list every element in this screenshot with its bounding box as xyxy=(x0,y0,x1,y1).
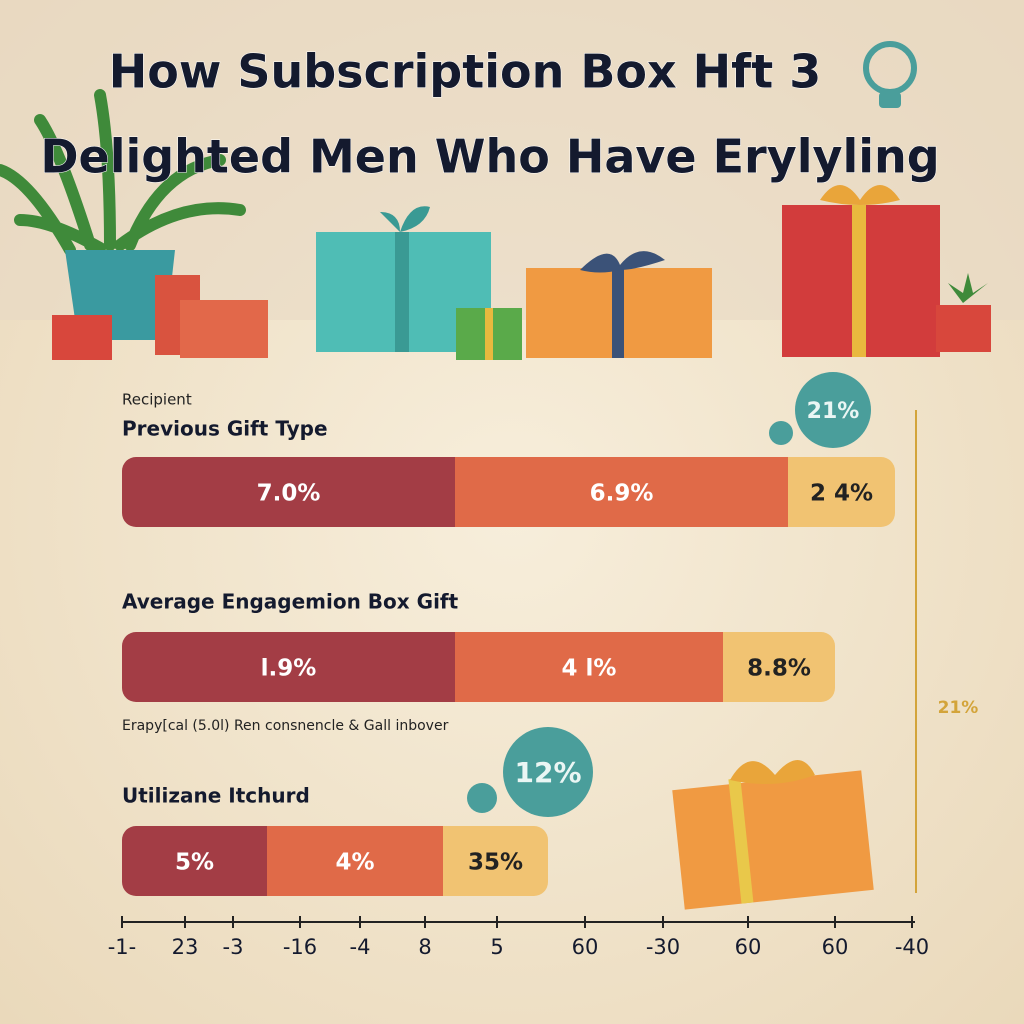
bubble xyxy=(503,727,593,817)
segment-label: l.9% xyxy=(261,656,317,682)
side-label: 21% xyxy=(938,698,979,718)
bar-segment xyxy=(267,826,443,896)
bar-segment xyxy=(122,826,267,896)
bar-segment xyxy=(455,457,788,527)
axis-label: -30 xyxy=(646,935,680,959)
bar-segment xyxy=(455,632,723,702)
bubble-label: 12% xyxy=(514,756,581,789)
segment-label: 6.9% xyxy=(590,481,654,507)
axis-label: -40 xyxy=(895,935,929,959)
row-label: Utilizane Itchurd xyxy=(122,784,310,808)
bar-segment xyxy=(122,457,455,527)
bubble-dot xyxy=(467,783,497,813)
title-line: Delighted Men Who Have Erylyling xyxy=(40,130,939,184)
row-label: Average Engagemion Box Gift xyxy=(122,590,459,614)
segment-label: 8.8% xyxy=(747,656,811,682)
axis-label: 8 xyxy=(418,935,431,959)
axis-label: 23 xyxy=(172,935,199,959)
axis-label: 60 xyxy=(572,935,599,959)
bar-segment xyxy=(122,632,455,702)
axis-label: -16 xyxy=(283,935,317,959)
axis-label: 5 xyxy=(490,935,503,959)
segment-label: 4% xyxy=(335,850,374,876)
bubble-dot xyxy=(769,421,793,445)
bar-segment xyxy=(443,826,548,896)
segment-label: 35% xyxy=(468,850,523,876)
axis-label: -4 xyxy=(350,935,371,959)
chart: How Subscription Box Hft 3 Delighted Men … xyxy=(40,44,979,959)
bar-segment xyxy=(788,457,895,527)
row-label: Previous Gift Type xyxy=(122,417,328,441)
bar-segment xyxy=(723,632,835,702)
axis-label: 60 xyxy=(735,935,762,959)
title-line: How Subscription Box Hft 3 xyxy=(109,45,821,99)
note: Erapy[cal (5.0l) Ren consnencle & Gall i… xyxy=(122,718,449,734)
segment-label: 7.0% xyxy=(257,481,321,507)
axis-label: -1- xyxy=(108,935,137,959)
axis-label: -3 xyxy=(223,935,244,959)
segment-label: 4 l% xyxy=(562,656,617,682)
caption: Recipient xyxy=(122,391,192,409)
axis-label: 60 xyxy=(822,935,849,959)
bubble-label: 21% xyxy=(807,399,860,424)
segment-label: 5% xyxy=(175,850,214,876)
bubble xyxy=(795,372,871,448)
illustration xyxy=(0,41,991,910)
segment-label: 2 4% xyxy=(810,481,873,507)
